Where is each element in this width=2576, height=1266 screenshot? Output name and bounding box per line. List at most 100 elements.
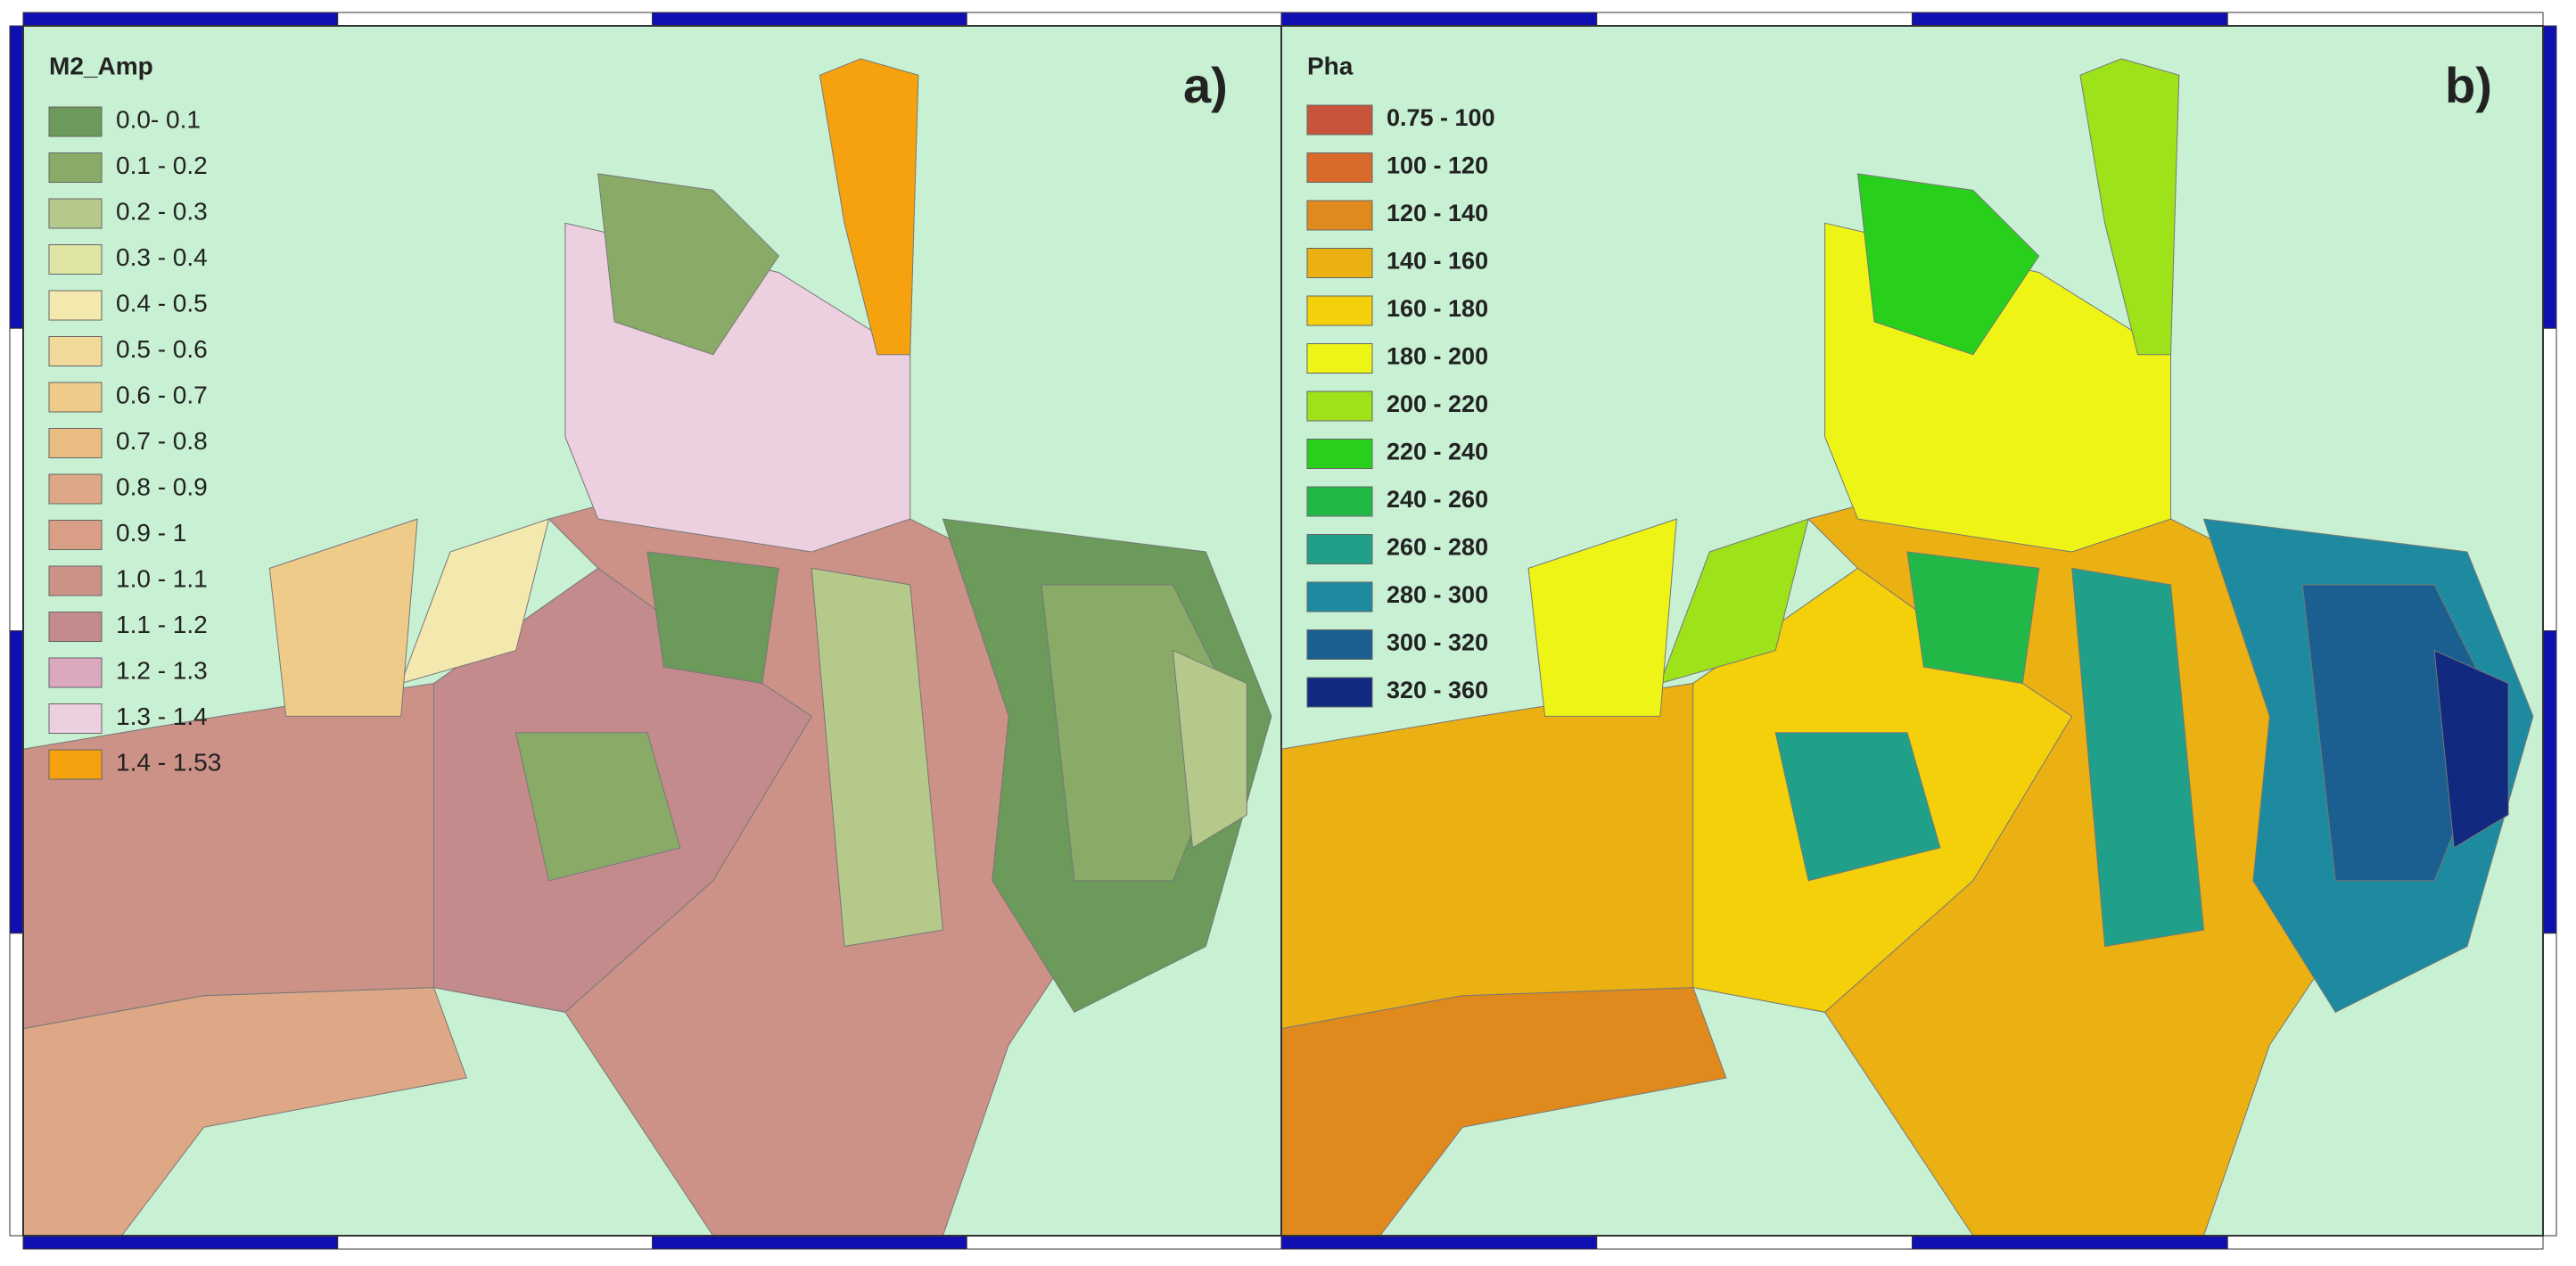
map-region bbox=[1659, 518, 1809, 685]
legend-label: 0.7 - 0.8 bbox=[116, 427, 208, 455]
legend-label: 0.3 - 0.4 bbox=[116, 243, 208, 271]
frame-segment bbox=[9, 327, 24, 631]
legend-label: 0.5 - 0.6 bbox=[116, 335, 208, 363]
legend-label: 1.2 - 1.3 bbox=[116, 656, 208, 684]
frame-segment bbox=[9, 630, 24, 934]
legend-swatch bbox=[48, 703, 103, 734]
map-region bbox=[1172, 649, 1247, 849]
legend-swatch bbox=[1306, 104, 1373, 136]
map-region bbox=[268, 518, 418, 717]
frame-segment bbox=[1596, 12, 1913, 27]
map-region bbox=[811, 567, 944, 948]
legend-label: 0.9 - 1 bbox=[116, 519, 186, 547]
legend-title: Pha bbox=[1307, 52, 1354, 79]
legend-swatch bbox=[48, 336, 103, 366]
frame-segment bbox=[2542, 25, 2557, 329]
legend-label: 240 - 260 bbox=[1387, 486, 1488, 513]
legend-label: 0.75 - 100 bbox=[1387, 104, 1495, 131]
legend-label: 1.3 - 1.4 bbox=[116, 703, 208, 730]
legend-label: 300 - 320 bbox=[1387, 629, 1488, 656]
frame-segment bbox=[2542, 327, 2557, 631]
map-region bbox=[597, 173, 779, 356]
panel-border bbox=[1280, 25, 2544, 1237]
frame-segment bbox=[652, 1235, 967, 1250]
map-region bbox=[1527, 518, 1677, 717]
legend-title: M2_Amp bbox=[49, 52, 153, 79]
frame-segment bbox=[337, 12, 653, 27]
legend-swatch bbox=[48, 612, 103, 642]
legend-label: 140 - 160 bbox=[1387, 248, 1488, 275]
legend-swatch bbox=[1306, 486, 1373, 517]
legend-label: 0.8 - 0.9 bbox=[116, 473, 208, 500]
legend-swatch bbox=[1306, 534, 1373, 564]
legend-swatch bbox=[48, 290, 103, 321]
legend-label: 0.1 - 0.2 bbox=[116, 152, 208, 179]
panel-label: a) bbox=[1183, 57, 1228, 113]
frame-segment bbox=[2542, 630, 2557, 934]
legend-swatch bbox=[1306, 439, 1373, 469]
frame-segment bbox=[1280, 12, 1598, 27]
legend-swatch bbox=[48, 749, 103, 780]
legend-label: 320 - 360 bbox=[1387, 677, 1488, 703]
frame-segment bbox=[2542, 933, 2557, 1237]
legend-label: 1.0 - 1.1 bbox=[116, 564, 208, 592]
frame-segment bbox=[2226, 12, 2544, 27]
legend-swatch bbox=[1306, 581, 1373, 612]
map-panel: Pha 0.75 - 100 100 - 120 120 - 140 140 - 160… bbox=[1280, 12, 2557, 1250]
legend-swatch bbox=[48, 428, 103, 458]
legend-label: 1.4 - 1.53 bbox=[116, 748, 221, 776]
legend-swatch bbox=[48, 198, 103, 229]
legend-label: 200 - 220 bbox=[1387, 390, 1488, 417]
map-region bbox=[1856, 173, 2040, 356]
frame-segment bbox=[1912, 1235, 2228, 1250]
frame-segment bbox=[9, 25, 24, 329]
frame-segment bbox=[337, 1235, 653, 1250]
legend-swatch bbox=[48, 244, 103, 275]
frame-segment bbox=[1596, 1235, 1913, 1250]
legend-swatch bbox=[1306, 390, 1373, 422]
legend-label: 180 - 200 bbox=[1387, 343, 1488, 370]
frame-segment bbox=[652, 12, 967, 27]
frame-segment bbox=[1912, 12, 2228, 27]
legend-swatch bbox=[48, 657, 103, 688]
legend-label: 0.2 - 0.3 bbox=[116, 197, 208, 225]
legend-label: 0.0- 0.1 bbox=[116, 105, 201, 133]
legend-label: 100 - 120 bbox=[1387, 152, 1488, 179]
legend-swatch bbox=[1306, 629, 1373, 660]
map-region bbox=[2079, 58, 2180, 356]
legend-swatch bbox=[48, 382, 103, 413]
legend-label: 280 - 300 bbox=[1387, 581, 1488, 608]
frame-segment bbox=[966, 1235, 1282, 1250]
legend-label: 120 - 140 bbox=[1387, 200, 1488, 226]
legend-swatch bbox=[48, 565, 103, 596]
legend-swatch bbox=[48, 520, 103, 550]
legend-swatch bbox=[1306, 152, 1373, 183]
legend-swatch bbox=[48, 152, 103, 183]
map-region bbox=[2071, 567, 2205, 948]
frame-segment bbox=[22, 12, 339, 27]
map-region bbox=[646, 551, 779, 685]
legend-label: 1.1 - 1.2 bbox=[116, 611, 208, 638]
legend-swatch bbox=[1306, 343, 1373, 374]
legend-label: 0.6 - 0.7 bbox=[116, 381, 208, 408]
map-region bbox=[1906, 551, 2040, 685]
map-region bbox=[399, 518, 550, 685]
frame-segment bbox=[1280, 1235, 1598, 1250]
map-region bbox=[1774, 732, 1941, 882]
map-region bbox=[819, 58, 919, 356]
frame-segment bbox=[2226, 1235, 2544, 1250]
map-region bbox=[2433, 649, 2509, 849]
frame-segment bbox=[22, 1235, 339, 1250]
legend-swatch bbox=[1306, 248, 1373, 278]
legend-swatch bbox=[1306, 295, 1373, 326]
legend-swatch bbox=[48, 106, 103, 137]
legend-label: 0.4 - 0.5 bbox=[116, 289, 208, 316]
map-region bbox=[514, 732, 681, 882]
legend-swatch bbox=[48, 473, 103, 505]
frame-segment bbox=[9, 933, 24, 1237]
legend-label: 260 - 280 bbox=[1387, 534, 1488, 561]
frame-segment bbox=[966, 12, 1282, 27]
legend-label: 160 - 180 bbox=[1387, 295, 1488, 322]
legend-label: 220 - 240 bbox=[1387, 439, 1488, 465]
